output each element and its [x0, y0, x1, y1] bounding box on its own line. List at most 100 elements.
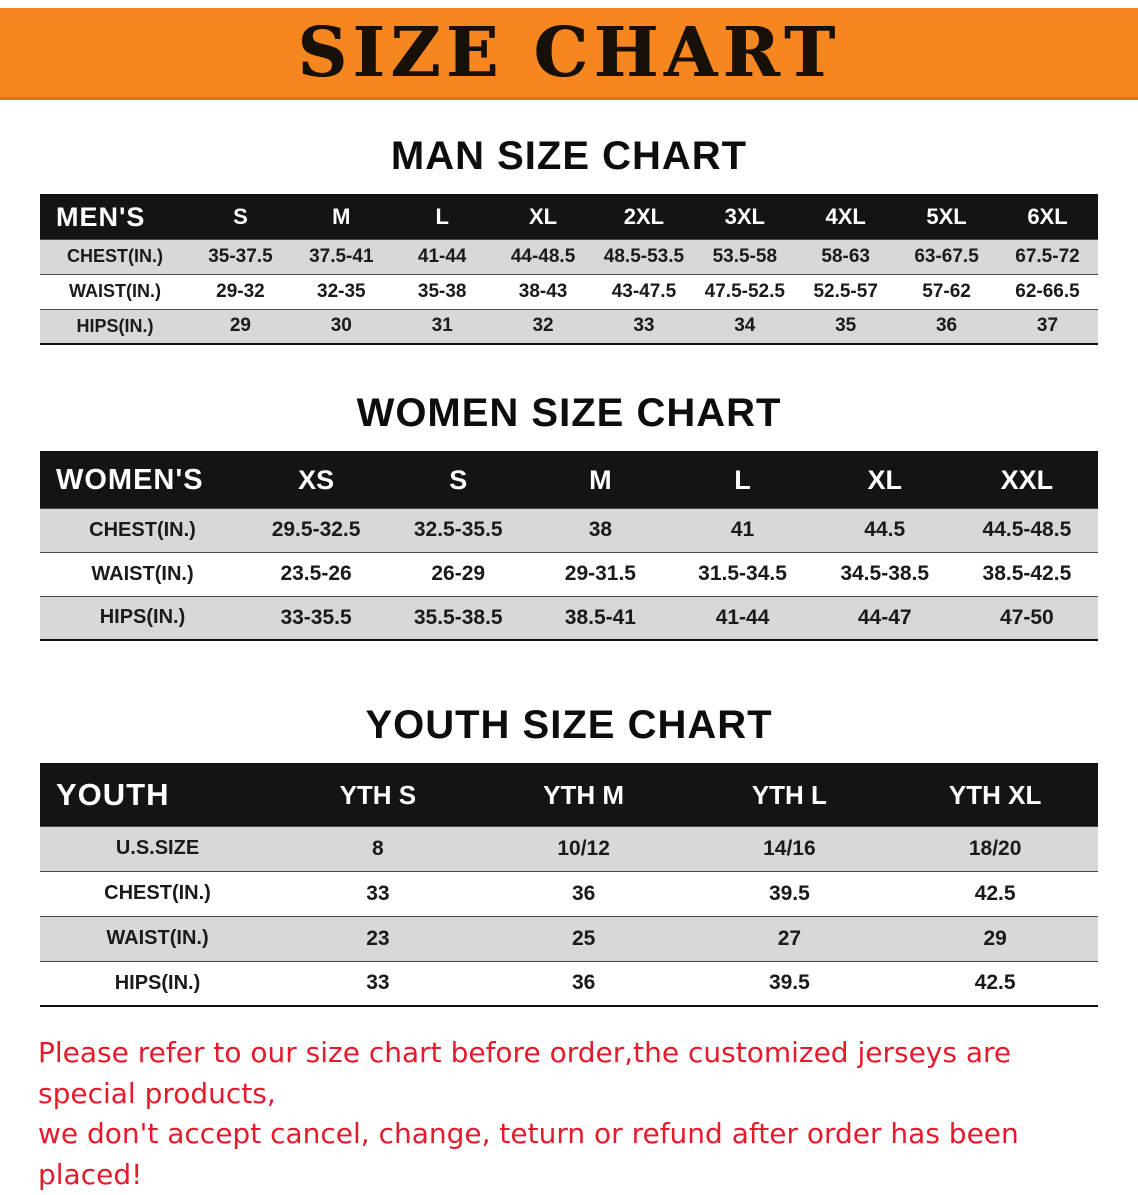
size-value-cell: 47.5-52.5: [704, 280, 785, 302]
size-column-header: 6XL: [1027, 204, 1068, 230]
size-value-cell: 67.5-72: [1015, 245, 1080, 267]
row-label: WAIST(IN.): [91, 562, 194, 585]
size-value-cell: 36: [935, 315, 958, 337]
size-value-cell: 41: [730, 518, 755, 541]
size-value-cell: 37: [1036, 315, 1059, 337]
size-column-header: S: [449, 464, 468, 495]
size-value-cell: 42.5: [974, 881, 1016, 905]
table-row: WAIST(IN.) 23 25 27 29: [40, 916, 1098, 961]
size-chart-page: SIZE CHART MAN SIZE CHART MEN'S S M L XL 2XL 3…: [0, 8, 1138, 1191]
size-value-cell: 10/12: [557, 836, 610, 860]
table-row: CHEST(IN.) 35-37.5 37.5-41 41-44 44-48.5 48.5…: [40, 239, 1098, 274]
size-value-cell: 37.5-41: [309, 245, 374, 267]
disclaimer-line: Please refer to our size chart before or…: [38, 1036, 1012, 1110]
size-value-cell: 27: [777, 926, 802, 950]
size-value-cell: 34: [734, 315, 756, 337]
size-value-cell: 32: [532, 315, 554, 337]
youth-section: YOUTH SIZE CHART YOUTH YTH S YTH M YTH L YTH…: [0, 703, 1138, 1007]
size-value-cell: 35.5-38.5: [413, 605, 503, 629]
row-label: HIPS(IN.): [99, 606, 186, 629]
youth-section-heading: YOUTH SIZE CHART: [365, 703, 773, 747]
size-value-cell: 44.5-48.5: [982, 518, 1072, 541]
size-column-header: YTH M: [543, 779, 625, 810]
women-section-heading: WOMEN SIZE CHART: [356, 391, 782, 435]
table-corner-label: WOMEN'S: [56, 463, 204, 496]
size-value-cell: 26-29: [431, 562, 486, 585]
table-corner-label: YOUTH: [56, 777, 170, 813]
size-value-cell: 33-35.5: [280, 605, 352, 629]
size-column-header: YTH L: [751, 779, 827, 810]
size-value-cell: 8: [372, 836, 384, 860]
size-value-cell: 43-47.5: [611, 280, 677, 302]
table-row: HIPS(IN.) 29 30 31 32 33 34 35 36 37: [40, 309, 1098, 344]
row-label: HIPS(IN.): [114, 971, 201, 994]
size-value-cell: 29-32: [216, 280, 265, 302]
size-column-header: 3XL: [724, 204, 765, 230]
size-column-header: L: [734, 464, 751, 495]
table-row: CHEST(IN.) 33 36 39.5 42.5: [40, 871, 1098, 916]
size-value-cell: 63-67.5: [914, 245, 979, 267]
table-row: CHEST(IN.) 29.5-32.5 32.5-35.5 38 41 44.5 44.5…: [40, 508, 1098, 552]
size-value-cell: 44-48.5: [510, 245, 576, 267]
size-value-cell: 53.5-58: [712, 245, 778, 267]
size-value-cell: 29: [983, 926, 1007, 950]
size-value-cell: 38.5-41: [564, 605, 636, 629]
table-header-row: WOMEN'S XS S M L XL XXL: [40, 452, 1098, 508]
size-value-cell: 57-62: [922, 280, 971, 302]
row-label: CHEST(IN.): [104, 882, 211, 904]
size-value-cell: 31.5-34.5: [698, 562, 787, 585]
size-value-cell: 32.5-35.5: [413, 518, 503, 541]
table-row: HIPS(IN.) 33-35.5 35.5-38.5 38.5-41 41-44 44-…: [40, 596, 1098, 640]
women-size-table: WOMEN'S XS S M L XL XXL CHEST(IN.) 29.5-32.5 32.5…: [40, 451, 1098, 641]
size-value-cell: 39.5: [768, 971, 810, 995]
size-value-cell: 34.5-38.5: [840, 562, 930, 585]
size-value-cell: 58-63: [821, 245, 870, 267]
men-size-table: MEN'S S M L XL 2XL 3XL 4XL 5XL 6XL CHEST(IN.) 35-37…: [40, 194, 1098, 345]
size-value-cell: 41-44: [715, 605, 770, 629]
size-column-header: YTH S: [339, 779, 417, 810]
table-row: WAIST(IN.) 29-32 32-35 35-38 38-43 43-47.5 47.…: [40, 274, 1098, 309]
size-value-cell: 33: [366, 971, 390, 995]
disclaimer-line: we don't accept cancel, change, teturn o…: [38, 1117, 1019, 1191]
size-value-cell: 31: [431, 315, 453, 337]
disclaimer: Please refer to our size chart before or…: [38, 1033, 1108, 1195]
row-label: HIPS(IN.): [76, 315, 154, 336]
size-column-header: M: [589, 464, 612, 495]
size-column-header: YTH XL: [948, 779, 1042, 810]
size-column-header: XXL: [1000, 464, 1054, 495]
size-value-cell: 35: [835, 315, 857, 337]
size-value-cell: 18/20: [968, 836, 1022, 860]
size-column-header: XL: [867, 464, 902, 495]
row-label: WAIST(IN.): [69, 281, 161, 301]
size-value-cell: 39.5: [768, 881, 810, 905]
size-column-header: 2XL: [623, 204, 665, 230]
size-column-header: L: [435, 204, 449, 230]
table-row: WAIST(IN.) 23.5-26 26-29 29-31.5 31.5-34.5 34…: [40, 552, 1098, 596]
size-value-cell: 44.5: [864, 518, 906, 541]
size-value-cell: 14/16: [763, 836, 816, 860]
size-value-cell: 62-66.5: [1015, 280, 1080, 302]
youth-size-table: YOUTH YTH S YTH M YTH L YTH XL U.S.SIZE 8 10/12…: [40, 763, 1098, 1007]
size-value-cell: 23: [366, 926, 390, 950]
size-value-cell: 33: [366, 881, 390, 905]
size-value-cell: 48.5-53.5: [603, 245, 685, 267]
size-value-cell: 36: [571, 881, 596, 905]
size-value-cell: 38: [588, 518, 613, 541]
size-value-cell: 32-35: [317, 280, 366, 302]
size-column-header: XL: [529, 204, 558, 230]
men-section-heading: MAN SIZE CHART: [390, 134, 748, 178]
row-label: CHEST(IN.): [67, 246, 163, 266]
size-column-header: M: [332, 204, 351, 230]
banner: SIZE CHART: [0, 8, 1138, 100]
size-value-cell: 42.5: [974, 971, 1016, 995]
size-value-cell: 35-38: [417, 280, 467, 302]
size-value-cell: 35-37.5: [208, 245, 273, 267]
size-value-cell: 38.5-42.5: [982, 562, 1072, 585]
size-column-header: 4XL: [825, 204, 866, 230]
size-value-cell: 30: [330, 315, 352, 337]
size-value-cell: 44-47: [857, 605, 912, 629]
page-title: SIZE CHART: [297, 12, 841, 93]
size-value-cell: 52.5-57: [813, 280, 878, 302]
table-header-row: YOUTH YTH S YTH M YTH L YTH XL: [40, 764, 1098, 826]
size-value-cell: 23.5-26: [280, 562, 352, 585]
